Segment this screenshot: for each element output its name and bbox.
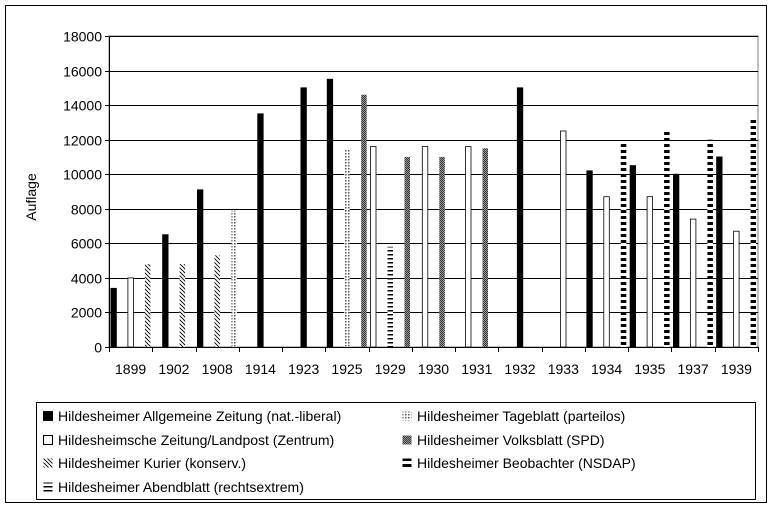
- bar: [144, 264, 151, 347]
- legend-label: Hildesheimsche Zeitung/Landpost (Zentrum…: [58, 431, 335, 448]
- y-tick-label: 6000: [71, 236, 102, 252]
- bar: [629, 165, 636, 348]
- bar: [603, 196, 610, 348]
- y-tick-label: 4000: [71, 271, 102, 287]
- bar: [586, 170, 593, 348]
- legend-label: Hildesheimer Allgemeine Zeitung (nat.-li…: [58, 408, 342, 424]
- bar: [465, 146, 472, 348]
- legend-item: Hildesheimsche Zeitung/Landpost (Zentrum…: [43, 429, 334, 451]
- legend-swatch: [43, 434, 53, 445]
- x-tick-label: 1935: [634, 361, 665, 377]
- y-tick-label: 18000: [63, 29, 102, 45]
- bar: [482, 148, 488, 347]
- x-tick-label: 1908: [202, 361, 233, 377]
- x-tick-label: 1930: [418, 361, 449, 377]
- bar: [690, 218, 697, 348]
- bar: [127, 277, 134, 348]
- x-tick-label: 1939: [721, 361, 752, 377]
- bar: [196, 189, 204, 348]
- legend: Hildesheimer Allgemeine Zeitung (nat.-li…: [36, 402, 756, 500]
- bar: [560, 130, 567, 348]
- legend-item: Hildesheimer Tageblatt (parteilos): [402, 405, 625, 427]
- bar: [179, 264, 186, 347]
- legend-label: Hildesheimer Volksblatt (SPD): [417, 431, 605, 448]
- bar: [716, 156, 723, 348]
- legend-item: Hildesheimer Volksblatt (SPD): [402, 429, 605, 451]
- y-tick-label: 16000: [63, 64, 102, 80]
- bar: [370, 146, 377, 348]
- chart-frame: 0 2000 4000 6000 8000 10000 12000 14000 16000 180…: [5, 5, 767, 503]
- bar: [326, 78, 334, 348]
- bar: [404, 156, 410, 347]
- x-tick-label: 1902: [158, 361, 189, 377]
- legend-label: Hildesheimer Tageblatt (parteilos): [417, 408, 626, 424]
- bar: [707, 139, 713, 347]
- x-tick-label: 1923: [288, 361, 319, 377]
- bar: [750, 118, 757, 348]
- y-tick-label: 2000: [71, 305, 102, 321]
- x-tick-label: 1931: [461, 361, 492, 377]
- y-tick-label: 14000: [63, 98, 102, 114]
- bar: [516, 87, 524, 348]
- x-tick-label: 1925: [331, 361, 362, 377]
- bar-chart: 0 2000 4000 6000 8000 10000 12000 14000 16000 180…: [23, 29, 759, 377]
- legend-swatch: [43, 458, 53, 468]
- legend-swatch: [43, 482, 53, 491]
- legend-item: Hildesheimer Kurier (konserv.): [43, 452, 246, 474]
- legend-label: Hildesheimer Kurier (konserv.): [58, 455, 247, 471]
- y-axis-label: Auflage: [23, 173, 39, 221]
- bar: [110, 287, 117, 348]
- axes: 0 2000 4000 6000 8000 10000 12000 14000 16000 180…: [63, 29, 759, 377]
- x-tick-label: 1933: [548, 361, 579, 377]
- bar: [344, 150, 350, 347]
- bar: [231, 210, 237, 347]
- legend-label: Hildesheimer Beobachter (NSDAP): [417, 455, 636, 471]
- y-tick-label: 0: [94, 340, 102, 356]
- legend-swatch: [402, 411, 412, 421]
- y-tick-label: 8000: [71, 202, 102, 218]
- bar: [361, 94, 367, 347]
- y-tick-label: 10000: [63, 167, 102, 183]
- bar: [664, 131, 670, 347]
- legend-item: Hildesheimer Abendblatt (rechtsextrem): [43, 476, 304, 498]
- legend-item: Hildesheimer Allgemeine Zeitung (nat.-li…: [43, 405, 341, 427]
- legend-item: Hildesheimer Beobachter (NSDAP): [402, 452, 636, 474]
- bar: [214, 255, 220, 347]
- x-tick-label: 1899: [115, 361, 146, 377]
- bar: [162, 234, 169, 348]
- bar: [733, 230, 740, 348]
- x-tick-label: 1932: [504, 361, 535, 377]
- x-tick-label: 1937: [678, 361, 709, 377]
- bar: [439, 156, 445, 347]
- legend-swatch: [43, 411, 53, 421]
- x-tick-label: 1929: [375, 361, 406, 377]
- plot-area: [108, 35, 759, 348]
- bar: [620, 143, 627, 347]
- bar: [387, 246, 393, 347]
- x-tick-label: 1934: [591, 361, 622, 377]
- bar: [421, 146, 429, 348]
- grid-lines: [108, 35, 759, 348]
- x-tick-label: 1914: [245, 361, 276, 377]
- legend-swatch: [402, 435, 412, 444]
- y-tick-label: 12000: [63, 133, 102, 149]
- bar: [646, 196, 653, 348]
- bar: [257, 113, 264, 348]
- legend-swatch: [402, 458, 412, 468]
- bar: [300, 87, 307, 348]
- legend-label: Hildesheimer Abendblatt (rechtsextrem): [58, 478, 304, 495]
- bar: [673, 173, 680, 348]
